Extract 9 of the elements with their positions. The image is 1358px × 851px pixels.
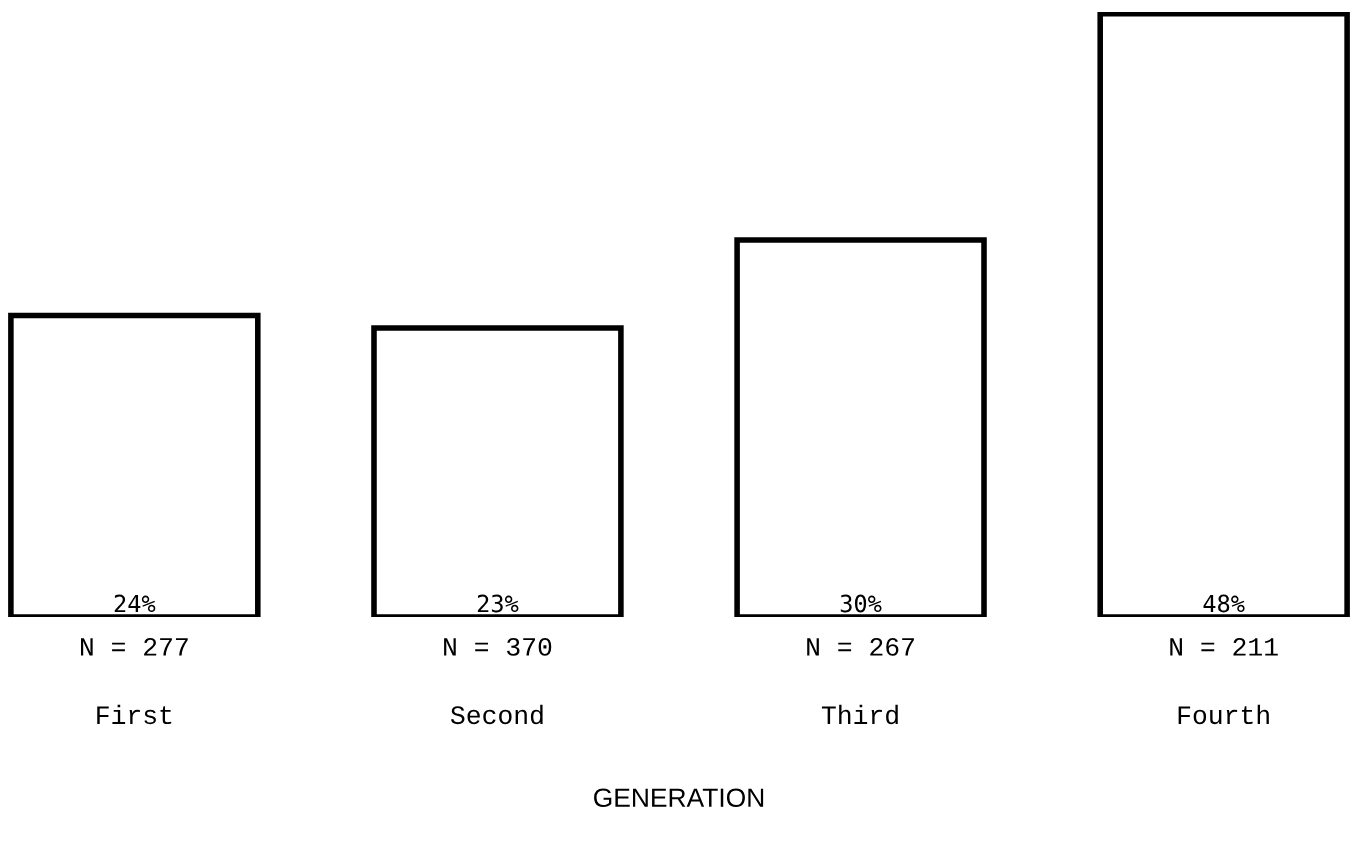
data-label: 24% [114, 594, 156, 613]
data-label: 23% [477, 594, 519, 613]
data-label: 30% [840, 594, 882, 613]
category-label: N = 211 Fourth [1170, 637, 1278, 725]
text: GENERATION [594, 788, 764, 808]
category-label: N = 277 First [81, 637, 188, 725]
category-label: N = 370 Second [444, 637, 552, 725]
data-label: 48% [1203, 594, 1245, 613]
category-label: N = 267 Third [807, 637, 914, 725]
